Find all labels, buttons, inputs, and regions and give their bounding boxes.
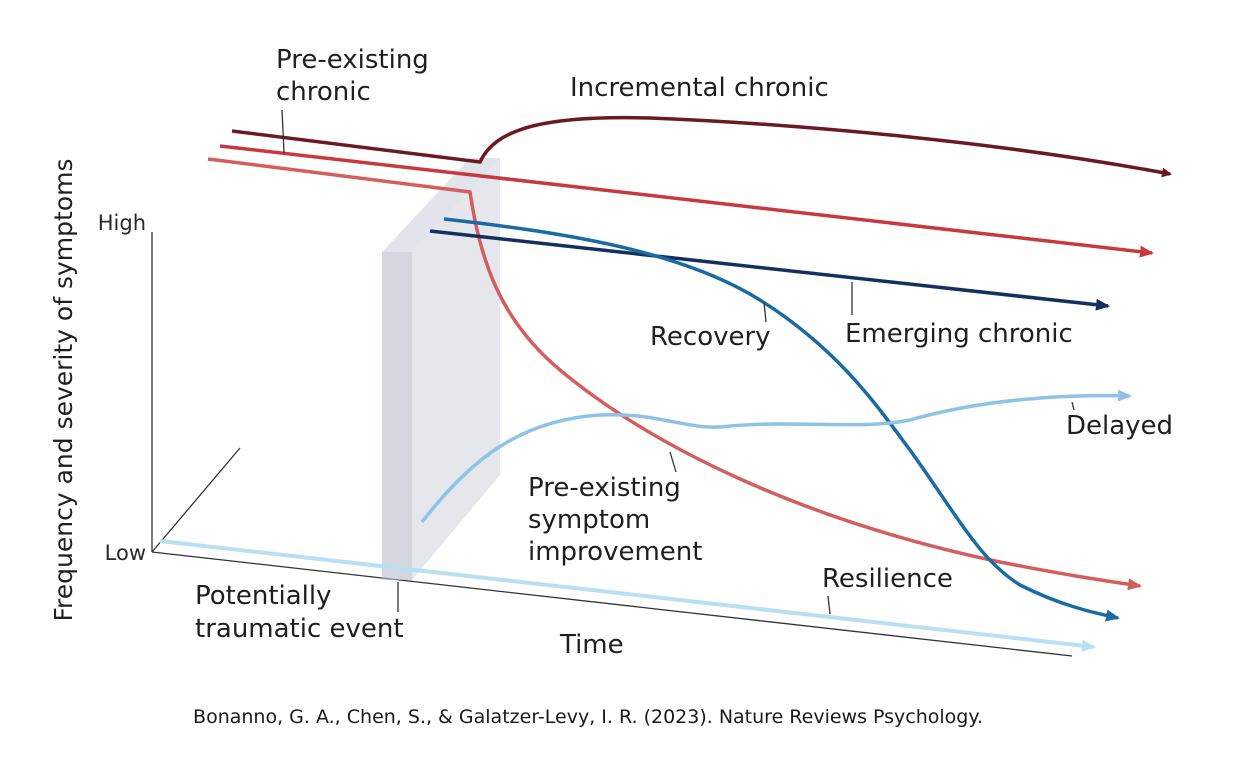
y-high-label: High bbox=[98, 211, 146, 235]
pre-existing-improvement-label-2: symptom bbox=[528, 505, 650, 535]
recovery-line bbox=[443, 217, 1120, 622]
resilience-label: Resilience bbox=[822, 564, 953, 594]
emerging-chronic-line bbox=[429, 229, 1110, 311]
pre-existing-improvement-line bbox=[207, 157, 1142, 591]
event-label-1: Potentially bbox=[195, 581, 332, 611]
delayed-label: Delayed bbox=[1066, 411, 1173, 441]
x-axis-line bbox=[151, 551, 1073, 657]
event-slab bbox=[382, 158, 500, 580]
citation-caption: Bonanno, G. A., Chen, S., & Galatzer-Lev… bbox=[193, 706, 983, 728]
x-axis-label: Time bbox=[559, 630, 624, 660]
event-label-2: traumatic event bbox=[195, 614, 404, 644]
y-axis-label: Frequency and severity of symptoms bbox=[49, 159, 78, 622]
incremental-chronic-label: Incremental chronic bbox=[570, 73, 829, 103]
emerging-chronic-label: Emerging chronic bbox=[845, 319, 1073, 349]
resilience-line bbox=[159, 539, 1096, 652]
trajectory-diagram: Frequency and severity of symptoms High … bbox=[49, 45, 1173, 660]
pre-existing-chronic-line bbox=[219, 144, 1154, 258]
pre-existing-improvement-label-3: improvement bbox=[528, 537, 702, 567]
recovery-label: Recovery bbox=[650, 322, 771, 352]
pre-existing-improvement-label-1: Pre-existing bbox=[528, 473, 681, 503]
incremental-chronic-line bbox=[231, 115, 1172, 178]
delayed-line bbox=[420, 389, 1132, 524]
leader-lines bbox=[281, 109, 1075, 615]
pre-existing-chronic-label-2: chronic bbox=[276, 77, 371, 107]
y-low-label: Low bbox=[105, 541, 146, 565]
depth-axis-line bbox=[151, 447, 241, 553]
pre-existing-chronic-label-1: Pre-existing bbox=[276, 45, 429, 75]
